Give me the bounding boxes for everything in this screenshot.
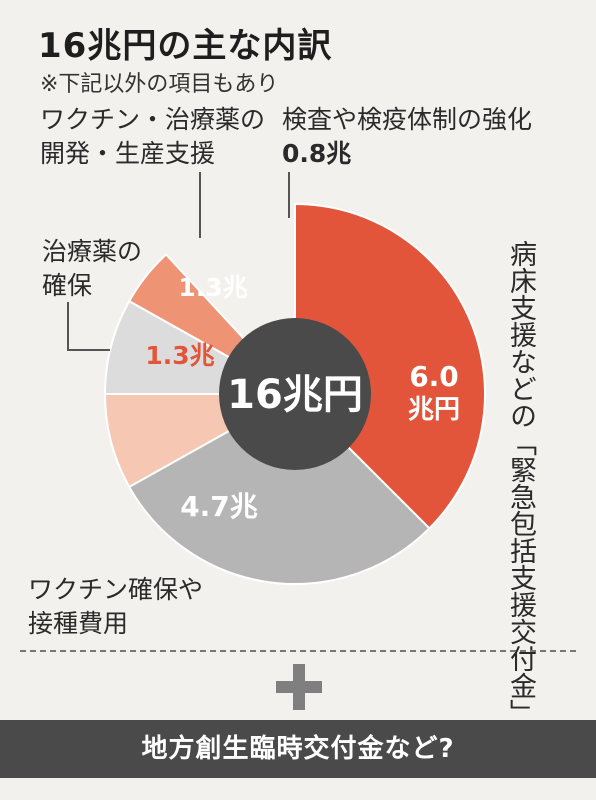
footer-banner: 地方創生臨時交付金など? [0,720,596,778]
label-vaccine-line2: 接種費用 [28,609,129,638]
chart-title: 16兆円の主な内訳 [38,26,333,66]
label-vaccine-dev-line2: 開発・生産支援 [40,139,216,168]
label-vaccine-line1: ワクチン確保や [28,575,204,604]
donut-chart: 16兆円 6.0 兆円 4.7兆 1.3兆 1.3兆 [67,172,486,585]
slice-emergency-grant [294,202,486,530]
slice-vaccine [127,392,431,585]
donut-center [219,318,371,470]
label-drug-line1: 治療薬の [42,237,143,266]
center-total-label: 16兆円 [227,372,363,418]
label-inspection-value: 0.8兆 [282,139,352,168]
divider [20,650,576,652]
value-label-emergency-unit: 兆円 [408,395,460,425]
value-label-vaccine: 4.7兆 [180,490,258,523]
value-label-drug: 1.3兆 [145,341,214,370]
label-inspection: 検査や検疫体制の強化 [282,105,533,134]
label-drug-line2: 確保 [42,271,93,300]
chart-subtitle: ※下記以外の項目もあり [40,72,279,97]
value-label-vaccine-dev: 1.3兆 [178,273,247,302]
value-label-emergency: 6.0 [409,360,459,393]
leader-line-drug [67,302,110,351]
label-emergency-grant: 病床支援などの「緊急包括支援交付金」 [505,240,536,726]
label-vaccine-dev-line1: ワクチン・治療薬の [40,105,266,134]
plus-icon [276,664,322,710]
